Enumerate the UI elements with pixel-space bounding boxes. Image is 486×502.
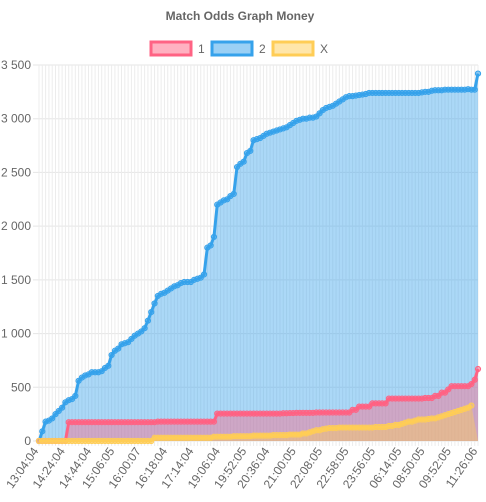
data-point-series-2[interactable] (207, 242, 214, 249)
data-point-series-2[interactable] (210, 233, 218, 240)
legend-item-series-2[interactable]: 2 (210, 40, 266, 57)
data-point-series-2[interactable] (247, 147, 254, 155)
chart-legend: 1 2 X (149, 40, 328, 57)
data-point-series-2[interactable] (115, 345, 122, 352)
data-point-series-2[interactable] (59, 404, 66, 411)
y-tick-label: 1 500 (1, 273, 31, 287)
data-point-series-2[interactable] (151, 300, 158, 307)
legend-swatch-series-x (271, 40, 315, 57)
area-series-x (39, 405, 478, 441)
data-point-series-2[interactable] (200, 271, 208, 278)
legend-item-series-x[interactable]: X (271, 40, 328, 57)
data-point-series-2[interactable] (144, 317, 152, 324)
legend-item-series-1[interactable]: 1 (149, 40, 205, 57)
legend-swatch-series-2 (210, 40, 254, 57)
plot-area (35, 70, 482, 445)
legend-label-series-1: 1 (198, 42, 205, 56)
data-point-series-2[interactable] (105, 362, 112, 369)
data-point-series-2[interactable] (471, 86, 478, 93)
data-point-series-1[interactable] (474, 365, 482, 373)
legend-label-series-2: 2 (259, 42, 266, 56)
y-tick-label: 2 500 (1, 165, 31, 179)
data-point-series-2[interactable] (39, 428, 46, 435)
y-tick-label: 2 000 (1, 219, 31, 233)
data-point-series-2[interactable] (148, 308, 155, 316)
chart-title: Match Odds Graph Money (166, 9, 315, 23)
data-point-series-2[interactable] (141, 325, 148, 332)
y-tick-label: 3 500 (1, 58, 31, 72)
data-point-series-2[interactable] (108, 351, 115, 359)
data-point-series-1[interactable] (468, 380, 475, 388)
y-tick-label: 3 000 (1, 112, 31, 126)
y-tick-label: 1 000 (1, 327, 31, 341)
legend-swatch-series-1 (149, 40, 193, 57)
data-point-series-2[interactable] (474, 70, 482, 77)
data-point-series-1[interactable] (471, 376, 478, 383)
data-point-series-2[interactable] (49, 415, 56, 422)
data-point-series-1[interactable] (382, 400, 389, 407)
area-series-2 (39, 73, 478, 441)
y-axis: 0 500 1 000 1 500 2 000 2 500 3 000 3 500 (1, 58, 31, 448)
data-point-series-2[interactable] (72, 392, 79, 399)
legend-label-series-x: X (320, 42, 328, 56)
y-tick-label: 0 (24, 434, 31, 448)
y-tick-label: 500 (11, 380, 31, 394)
data-point-series-2[interactable] (240, 158, 247, 165)
x-axis: 13:04:0414:24:0414:44:0415:06:0516:00:07… (3, 444, 480, 491)
data-point-series-1[interactable] (210, 418, 218, 425)
data-point-series-x[interactable] (468, 402, 475, 409)
data-point-series-2[interactable] (230, 190, 237, 198)
